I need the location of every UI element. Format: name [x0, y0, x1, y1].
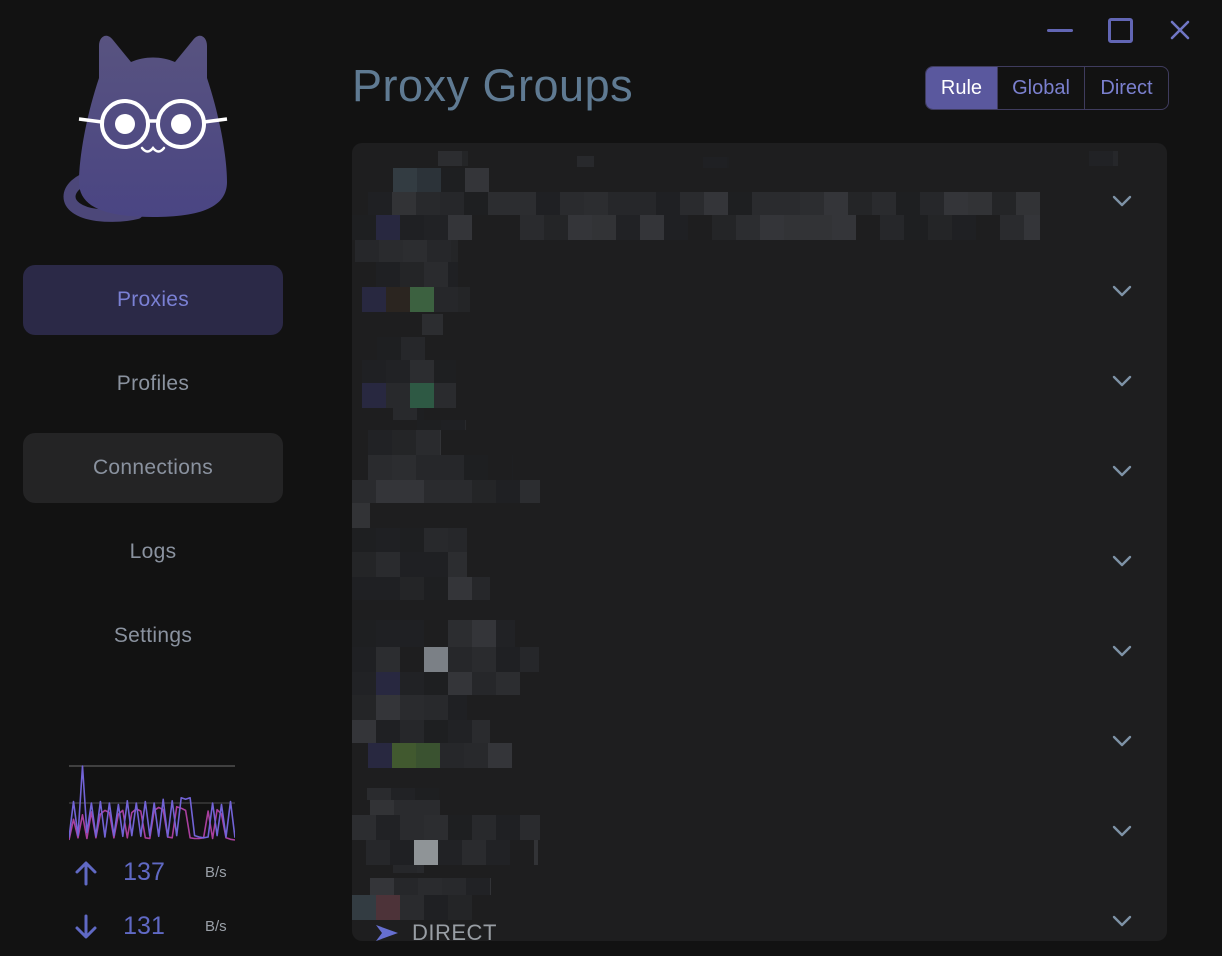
redacted-text [352, 215, 1040, 240]
upload-speed-value: 137 [123, 858, 165, 886]
mode-global-button[interactable]: Global [997, 67, 1084, 109]
up-arrow-icon [75, 861, 97, 886]
chevron-down-icon[interactable] [1109, 730, 1135, 752]
redacted-text [368, 192, 1040, 215]
sidebar-item-connections[interactable]: Connections [23, 433, 283, 503]
redacted-text [368, 430, 441, 455]
redacted-text [352, 528, 467, 552]
mode-switch: Rule Global Direct [925, 66, 1169, 110]
proxy-groups-card: DIRECT [352, 143, 1167, 941]
redacted-text [352, 552, 467, 577]
maximize-icon [1107, 17, 1133, 43]
redacted-text [366, 840, 538, 865]
redacted-text [370, 878, 491, 895]
redacted-text [417, 420, 466, 430]
proxy-item-label: DIRECT [412, 920, 497, 941]
redacted-text [362, 383, 456, 408]
cat-glasses-right [156, 99, 206, 149]
redacted-text [352, 672, 539, 695]
cat-body [79, 35, 227, 217]
redacted-text [352, 480, 540, 503]
redacted-text [370, 800, 440, 815]
proxy-group-row[interactable] [352, 246, 1167, 336]
redacted-text [393, 865, 424, 873]
traffic-sparkline [69, 765, 235, 841]
direct-arrow-icon [376, 925, 398, 941]
redacted-text [352, 695, 467, 720]
mode-option-label: Direct [1100, 76, 1153, 99]
redacted-text [352, 620, 515, 647]
chevron-down-icon[interactable] [1109, 640, 1135, 662]
proxy-group-row[interactable] [352, 336, 1167, 426]
page-title: Proxy Groups [352, 60, 634, 111]
maximize-button[interactable] [1100, 12, 1140, 48]
close-button[interactable] [1160, 12, 1200, 48]
redacted-text [355, 240, 458, 262]
redacted-text [703, 157, 729, 168]
sidebar-item-label: Profiles [116, 372, 190, 395]
mode-option-label: Global [1012, 76, 1070, 99]
sidebar-item-label: Settings [113, 624, 193, 647]
redacted-text [352, 577, 490, 600]
cat-logo [63, 35, 228, 222]
sidebar-item-profiles[interactable]: Profiles [23, 349, 283, 419]
chevron-down-icon[interactable] [1109, 460, 1135, 482]
redacted-text [352, 647, 539, 672]
sidebar-item-proxies[interactable]: Proxies [23, 265, 283, 335]
redacted-text [352, 262, 458, 287]
redacted-text [393, 168, 489, 192]
sidebar-item-logs[interactable]: Logs [23, 517, 283, 587]
cat-mouth [140, 145, 166, 153]
upload-speed-unit: B/s [205, 864, 227, 881]
redacted-text [367, 788, 441, 800]
redacted-text [352, 503, 370, 528]
redacted-text [352, 815, 540, 840]
chevron-down-icon[interactable] [1109, 190, 1135, 212]
redacted-text [393, 408, 424, 420]
sidebar-item-label: Connections [92, 456, 214, 479]
download-speed-unit: B/s [205, 918, 227, 935]
redacted-text [377, 337, 425, 360]
close-icon [1170, 20, 1190, 40]
redacted-text [1089, 151, 1118, 166]
redacted-text [422, 314, 443, 335]
sidebar-item-label: Logs [129, 540, 177, 563]
chevron-down-icon[interactable] [1109, 280, 1135, 302]
redacted-text [362, 287, 470, 312]
chevron-down-icon[interactable] [1109, 820, 1135, 842]
mode-rule-button[interactable]: Rule [926, 67, 997, 109]
redacted-text [438, 151, 468, 166]
chevron-down-icon[interactable] [1109, 370, 1135, 392]
chevron-down-icon[interactable] [1109, 910, 1135, 932]
cat-glasses-left [100, 99, 150, 149]
mode-direct-button[interactable]: Direct [1084, 67, 1168, 109]
minimize-button[interactable] [1040, 12, 1080, 48]
redacted-text [352, 720, 490, 743]
chevron-down-icon[interactable] [1109, 550, 1135, 572]
redacted-text [368, 455, 513, 480]
redacted-text [362, 360, 456, 383]
proxy-item-direct[interactable]: DIRECT [374, 920, 497, 941]
sidebar-item-settings[interactable]: Settings [23, 601, 283, 671]
sidebar-item-label: Proxies [116, 288, 190, 311]
minimize-icon [1047, 28, 1073, 32]
redacted-text [368, 743, 513, 768]
redacted-text [577, 156, 594, 167]
down-arrow-icon [75, 914, 97, 939]
upload-series-line [69, 765, 235, 839]
redacted-text [352, 895, 492, 920]
mode-option-label: Rule [940, 76, 983, 99]
download-speed-value: 131 [123, 912, 165, 940]
